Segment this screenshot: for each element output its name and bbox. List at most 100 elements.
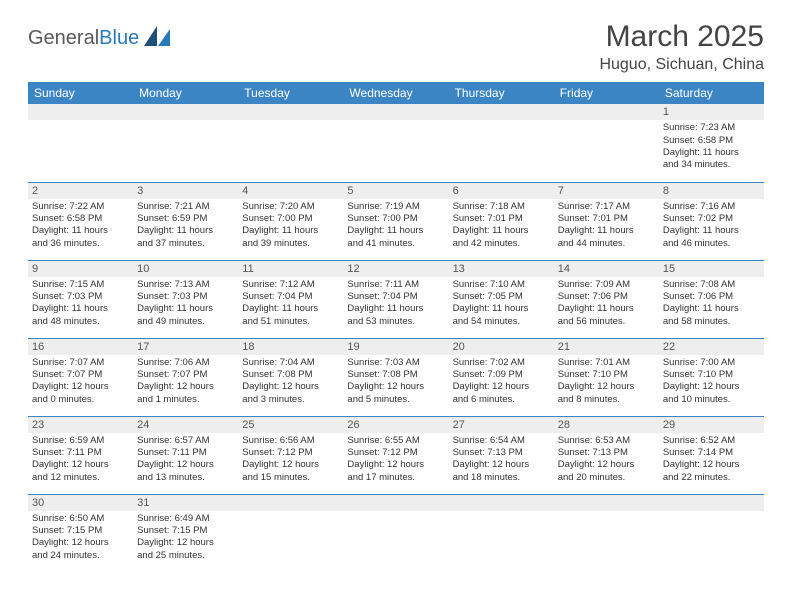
brand-text: GeneralBlue [28,27,139,50]
day-body: Sunrise: 7:13 AMSunset: 7:03 PMDaylight:… [133,277,238,332]
day-number-empty [133,104,238,120]
day-cell: 12Sunrise: 7:11 AMSunset: 7:04 PMDayligh… [343,260,448,338]
day-number: 17 [133,339,238,355]
day-number-empty [343,104,448,120]
day-body: Sunrise: 7:15 AMSunset: 7:03 PMDaylight:… [28,277,133,332]
day-cell [554,494,659,572]
day-number-empty [238,104,343,120]
day-cell: 21Sunrise: 7:01 AMSunset: 7:10 PMDayligh… [554,338,659,416]
week-row: 30Sunrise: 6:50 AMSunset: 7:15 PMDayligh… [28,494,764,572]
day-body: Sunrise: 6:57 AMSunset: 7:11 PMDaylight:… [133,433,238,488]
month-title: March 2025 [599,20,764,54]
day-cell [659,494,764,572]
day-body: Sunrise: 7:01 AMSunset: 7:10 PMDaylight:… [554,355,659,410]
day-number: 19 [343,339,448,355]
day-cell: 25Sunrise: 6:56 AMSunset: 7:12 PMDayligh… [238,416,343,494]
day-cell: 8Sunrise: 7:16 AMSunset: 7:02 PMDaylight… [659,182,764,260]
day-cell: 1Sunrise: 7:23 AMSunset: 6:58 PMDaylight… [659,104,764,182]
day-body: Sunrise: 6:59 AMSunset: 7:11 PMDaylight:… [28,433,133,488]
day-cell [343,104,448,182]
day-cell: 29Sunrise: 6:52 AMSunset: 7:14 PMDayligh… [659,416,764,494]
day-number: 18 [238,339,343,355]
day-number: 23 [28,417,133,433]
day-number: 6 [449,183,554,199]
day-cell: 17Sunrise: 7:06 AMSunset: 7:07 PMDayligh… [133,338,238,416]
location: Huguo, Sichuan, China [599,56,764,74]
day-number-empty [659,495,764,511]
brand-part1: General [28,27,99,49]
day-number-empty [449,104,554,120]
day-number: 13 [449,261,554,277]
day-number: 28 [554,417,659,433]
day-body: Sunrise: 6:49 AMSunset: 7:15 PMDaylight:… [133,511,238,566]
brand-part2: Blue [99,27,139,49]
day-number: 3 [133,183,238,199]
day-cell: 11Sunrise: 7:12 AMSunset: 7:04 PMDayligh… [238,260,343,338]
day-number-empty [238,495,343,511]
day-number: 5 [343,183,448,199]
day-number: 7 [554,183,659,199]
day-body: Sunrise: 7:21 AMSunset: 6:59 PMDaylight:… [133,199,238,254]
day-cell: 9Sunrise: 7:15 AMSunset: 7:03 PMDaylight… [28,260,133,338]
day-number: 29 [659,417,764,433]
day-header: Friday [554,82,659,104]
day-cell: 22Sunrise: 7:00 AMSunset: 7:10 PMDayligh… [659,338,764,416]
day-number-empty [554,104,659,120]
day-cell [133,104,238,182]
day-cell: 7Sunrise: 7:17 AMSunset: 7:01 PMDaylight… [554,182,659,260]
day-cell: 3Sunrise: 7:21 AMSunset: 6:59 PMDaylight… [133,182,238,260]
day-cell: 27Sunrise: 6:54 AMSunset: 7:13 PMDayligh… [449,416,554,494]
day-number: 8 [659,183,764,199]
day-cell: 30Sunrise: 6:50 AMSunset: 7:15 PMDayligh… [28,494,133,572]
week-row: 23Sunrise: 6:59 AMSunset: 7:11 PMDayligh… [28,416,764,494]
day-body: Sunrise: 7:19 AMSunset: 7:00 PMDaylight:… [343,199,448,254]
day-header: Wednesday [343,82,448,104]
day-number-empty [343,495,448,511]
day-body: Sunrise: 6:56 AMSunset: 7:12 PMDaylight:… [238,433,343,488]
day-cell [343,494,448,572]
day-cell: 2Sunrise: 7:22 AMSunset: 6:58 PMDaylight… [28,182,133,260]
day-header: Saturday [659,82,764,104]
calendar-header-row: SundayMondayTuesdayWednesdayThursdayFrid… [28,82,764,104]
day-number: 1 [659,104,764,120]
day-body: Sunrise: 7:06 AMSunset: 7:07 PMDaylight:… [133,355,238,410]
day-number: 2 [28,183,133,199]
day-cell [449,104,554,182]
day-number: 12 [343,261,448,277]
day-number: 25 [238,417,343,433]
day-cell: 14Sunrise: 7:09 AMSunset: 7:06 PMDayligh… [554,260,659,338]
day-number: 9 [28,261,133,277]
day-cell [554,104,659,182]
day-cell: 31Sunrise: 6:49 AMSunset: 7:15 PMDayligh… [133,494,238,572]
day-cell: 16Sunrise: 7:07 AMSunset: 7:07 PMDayligh… [28,338,133,416]
day-header: Thursday [449,82,554,104]
day-cell: 28Sunrise: 6:53 AMSunset: 7:13 PMDayligh… [554,416,659,494]
day-cell [238,104,343,182]
day-body: Sunrise: 7:11 AMSunset: 7:04 PMDaylight:… [343,277,448,332]
day-body: Sunrise: 6:52 AMSunset: 7:14 PMDaylight:… [659,433,764,488]
calendar-table: SundayMondayTuesdayWednesdayThursdayFrid… [28,82,764,572]
week-row: 16Sunrise: 7:07 AMSunset: 7:07 PMDayligh… [28,338,764,416]
day-cell [238,494,343,572]
day-body: Sunrise: 7:16 AMSunset: 7:02 PMDaylight:… [659,199,764,254]
sail-icon [144,26,170,51]
day-body: Sunrise: 7:08 AMSunset: 7:06 PMDaylight:… [659,277,764,332]
day-body: Sunrise: 7:23 AMSunset: 6:58 PMDaylight:… [659,120,764,175]
day-cell [449,494,554,572]
day-number: 14 [554,261,659,277]
day-number-empty [554,495,659,511]
day-body: Sunrise: 7:22 AMSunset: 6:58 PMDaylight:… [28,199,133,254]
day-number: 24 [133,417,238,433]
day-body: Sunrise: 7:00 AMSunset: 7:10 PMDaylight:… [659,355,764,410]
day-body: Sunrise: 6:53 AMSunset: 7:13 PMDaylight:… [554,433,659,488]
day-number: 16 [28,339,133,355]
day-cell: 10Sunrise: 7:13 AMSunset: 7:03 PMDayligh… [133,260,238,338]
day-cell [28,104,133,182]
day-body: Sunrise: 7:03 AMSunset: 7:08 PMDaylight:… [343,355,448,410]
header: GeneralBlue March 2025 Huguo, Sichuan, C… [28,20,764,74]
day-body: Sunrise: 7:10 AMSunset: 7:05 PMDaylight:… [449,277,554,332]
day-cell: 5Sunrise: 7:19 AMSunset: 7:00 PMDaylight… [343,182,448,260]
day-number: 4 [238,183,343,199]
day-body: Sunrise: 7:20 AMSunset: 7:00 PMDaylight:… [238,199,343,254]
day-header: Monday [133,82,238,104]
